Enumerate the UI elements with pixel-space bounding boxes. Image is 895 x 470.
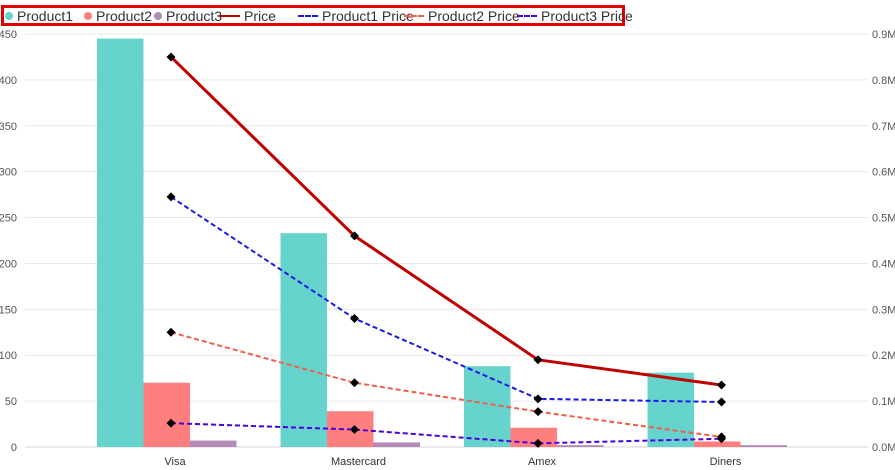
legend-dot-icon <box>154 11 162 20</box>
y-right-tick-label: 0.5M <box>872 213 895 225</box>
marker-product3-price-visa <box>166 418 176 428</box>
legend-item-product2[interactable]: Product2 <box>84 7 153 24</box>
x-tick-label: Visa <box>164 456 186 468</box>
marker-product1-price-diners <box>717 397 726 407</box>
y-right-tick-label: 0.2M <box>872 350 895 362</box>
y-right-tick-label: 0.8M <box>872 75 895 87</box>
legend-label: Price <box>244 7 276 24</box>
legend-dot-icon <box>5 11 13 20</box>
legend-label: Product2 Price <box>428 7 520 24</box>
bar-product1-mastercard <box>280 233 327 447</box>
marker-product1-price-mastercard <box>350 314 359 324</box>
legend-item-price[interactable]: Price <box>220 7 276 24</box>
y-left-tick-label: 350 <box>0 121 17 133</box>
marker-price-diners <box>717 380 726 390</box>
y-left-tick-label: 50 <box>5 396 17 408</box>
y-left-tick-label: 0 <box>11 442 17 454</box>
legend-label: Product3 <box>166 7 223 24</box>
marker-product2-price-mastercard <box>350 378 359 388</box>
x-tick-label: Diners <box>710 456 742 468</box>
marker-product3-price-mastercard <box>350 425 359 435</box>
legend-label: Product1 Price <box>322 7 414 24</box>
y-right-tick-label: 0.6M <box>872 167 895 179</box>
bar-product3-mastercard <box>373 442 420 447</box>
line-price <box>169 55 722 387</box>
marker-product3-price-diners <box>717 434 726 444</box>
bar-product2-amex <box>510 427 557 447</box>
legend-label: Product3 Price <box>541 7 633 24</box>
y-left-tick-label: 400 <box>0 75 17 87</box>
marker-product1-price-visa <box>166 192 176 202</box>
legend-dot-icon <box>84 11 92 20</box>
legend-line-icon <box>220 14 240 17</box>
bar-product1-amex <box>464 366 511 447</box>
legend-item-product1-price[interactable]: Product1 Price <box>298 7 414 24</box>
marker-product1-price-amex <box>533 394 543 404</box>
bar-product3-visa <box>190 440 237 447</box>
legend-label: Product1 <box>17 7 74 24</box>
y-right-tick-label: 0.1M <box>872 396 895 408</box>
y-right-tick-label: 0.3M <box>872 304 895 316</box>
y-left-tick-label: 150 <box>0 304 17 316</box>
y-left-tick-label: 450 <box>0 29 17 41</box>
bar-product3-diners <box>740 445 787 447</box>
legend-item-product3-price[interactable]: Product3 Price <box>517 7 633 24</box>
y-left-tick-label: 300 <box>0 167 17 179</box>
legend-label: Product2 <box>96 7 153 24</box>
line-product2-price <box>170 331 722 438</box>
legend-line-icon <box>298 14 318 17</box>
marker-price-visa <box>166 52 176 62</box>
y-left-tick-label: 200 <box>0 258 17 270</box>
y-right-tick-label: 0.9M <box>872 29 895 41</box>
bar-product2-visa <box>143 382 190 447</box>
bar-product2-diners <box>694 441 741 447</box>
line-product3-price <box>170 422 722 445</box>
legend: Product1 Product2 Product3 Price Product1 Pr… <box>1 5 633 26</box>
marker-price-amex <box>533 355 543 365</box>
marker-price-mastercard <box>350 231 359 241</box>
bar-product1-diners <box>647 372 694 447</box>
marker-product3-price-amex <box>533 438 543 448</box>
bar-product1-visa <box>97 38 144 447</box>
x-tick-label: Amex <box>528 456 557 468</box>
marker-product2-price-visa <box>166 327 176 337</box>
y-left-tick-label: 100 <box>0 350 17 362</box>
marker-product2-price-amex <box>533 407 543 417</box>
legend-item-product3[interactable]: Product3 <box>154 7 223 24</box>
legend-line-icon <box>404 14 424 17</box>
legend-line-icon <box>517 14 537 17</box>
legend-item-product1[interactable]: Product1 <box>5 7 74 24</box>
y-right-tick-label: 0.4M <box>872 258 895 270</box>
bar-product3-amex <box>557 445 604 447</box>
legend-item-product2-price[interactable]: Product2 Price <box>404 7 520 24</box>
y-right-tick-label: 0.7M <box>872 121 895 133</box>
x-tick-label: Mastercard <box>331 456 386 468</box>
y-left-tick-label: 250 <box>0 213 17 225</box>
line-product1-price <box>170 196 722 404</box>
y-right-tick-label: 0.0M <box>872 442 895 454</box>
